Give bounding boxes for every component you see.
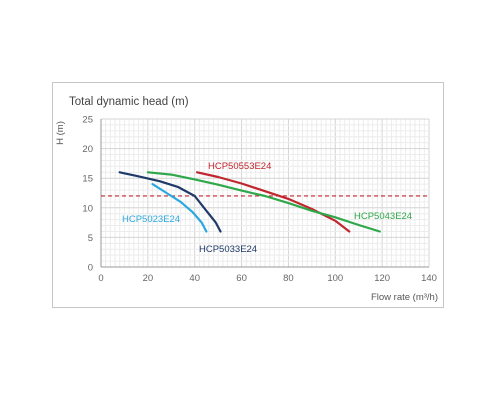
y-tick-label: 15 (82, 174, 93, 185)
series-label: HCP5033E24 (199, 244, 257, 255)
x-tick-label: 80 (283, 273, 294, 284)
y-tick-label: 10 (82, 203, 93, 214)
series-label-layer: HCP50553E24 HCP5043E24 HCP5033E24 HCP5023E2… (122, 161, 412, 255)
flow-head-chart: Total dynamic head (m) 0 20 40 60 80 100 120 14… (55, 96, 438, 303)
x-tick-label: 140 (421, 273, 437, 284)
chart-title: Total dynamic head (m) (69, 96, 189, 108)
chart-frame: Total dynamic head (m) 0 20 40 60 80 100 120 14… (52, 82, 444, 308)
x-tick-label: 20 (143, 273, 154, 284)
x-axis-title: Flow rate (m³/h) (371, 292, 438, 303)
x-tick-label: 100 (327, 273, 343, 284)
series-line (151, 183, 208, 233)
y-tick-label: 20 (82, 144, 93, 155)
x-tick-label: 60 (236, 273, 247, 284)
series-label: HCP5043E24 (354, 211, 412, 222)
series-label: HCP5023E24 (122, 214, 180, 225)
series-layer (118, 171, 381, 233)
y-axis-title: H (m) (55, 121, 66, 145)
y-tick-label: 0 (88, 263, 93, 274)
grid (100, 118, 430, 268)
y-tick-label: 5 (88, 233, 93, 244)
x-tick-label: 0 (98, 273, 103, 284)
series-line (146, 171, 381, 233)
series-label: HCP50553E24 (208, 161, 271, 172)
y-tick-label: 25 (82, 115, 93, 126)
axes: 0 20 40 60 80 100 120 140 0 5 10 15 20 25 (82, 115, 437, 285)
series-line (196, 171, 351, 233)
series-line (118, 171, 222, 233)
x-tick-label: 120 (374, 273, 390, 284)
x-tick-label: 40 (189, 273, 200, 284)
